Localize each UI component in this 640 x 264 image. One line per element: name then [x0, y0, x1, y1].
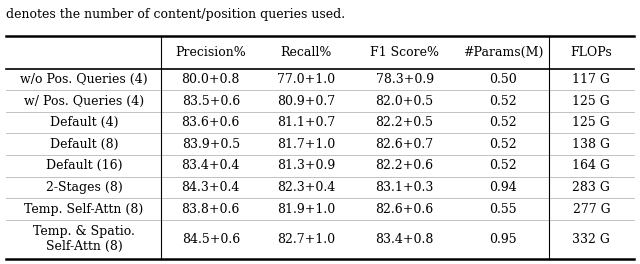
Text: Default (4): Default (4)	[50, 116, 118, 129]
Text: Temp. & Spatio.
Self-Attn (8): Temp. & Spatio. Self-Attn (8)	[33, 225, 135, 253]
Text: 78.3+0.9: 78.3+0.9	[376, 73, 434, 86]
Text: 0.52: 0.52	[490, 116, 517, 129]
Text: 0.52: 0.52	[490, 159, 517, 172]
Text: 80.9+0.7: 80.9+0.7	[277, 95, 335, 107]
Text: 82.2+0.5: 82.2+0.5	[376, 116, 433, 129]
Text: 82.7+1.0: 82.7+1.0	[277, 233, 335, 246]
Text: 82.3+0.4: 82.3+0.4	[276, 181, 335, 194]
Text: FLOPs: FLOPs	[570, 46, 612, 59]
Text: 283 G: 283 G	[572, 181, 611, 194]
Text: Default (16): Default (16)	[45, 159, 122, 172]
Text: 83.4+0.8: 83.4+0.8	[376, 233, 434, 246]
Text: F1 Score%: F1 Score%	[370, 46, 439, 59]
Text: Recall%: Recall%	[280, 46, 332, 59]
Text: 84.5+0.6: 84.5+0.6	[182, 233, 240, 246]
Text: 277 G: 277 G	[573, 202, 610, 215]
Text: 83.6+0.6: 83.6+0.6	[182, 116, 240, 129]
Text: Temp. Self-Attn (8): Temp. Self-Attn (8)	[24, 202, 143, 215]
Text: 164 G: 164 G	[572, 159, 611, 172]
Text: 125 G: 125 G	[572, 116, 610, 129]
Text: Default (8): Default (8)	[50, 138, 118, 151]
Text: 81.7+1.0: 81.7+1.0	[276, 138, 335, 151]
Text: 83.4+0.4: 83.4+0.4	[182, 159, 240, 172]
Text: Precision%: Precision%	[175, 46, 246, 59]
Text: #Params(M): #Params(M)	[463, 46, 543, 59]
Text: 2-Stages (8): 2-Stages (8)	[45, 181, 122, 194]
Text: 83.8+0.6: 83.8+0.6	[182, 202, 240, 215]
Text: 80.0+0.8: 80.0+0.8	[182, 73, 240, 86]
Text: denotes the number of content/position queries used.: denotes the number of content/position q…	[6, 8, 346, 21]
Text: 0.95: 0.95	[490, 233, 517, 246]
Text: 83.5+0.6: 83.5+0.6	[182, 95, 240, 107]
Text: w/ Pos. Queries (4): w/ Pos. Queries (4)	[24, 95, 144, 107]
Text: 0.55: 0.55	[490, 202, 517, 215]
Text: 83.1+0.3: 83.1+0.3	[376, 181, 434, 194]
Text: 82.6+0.6: 82.6+0.6	[376, 202, 434, 215]
Text: 81.1+0.7: 81.1+0.7	[276, 116, 335, 129]
Text: 0.50: 0.50	[490, 73, 517, 86]
Text: 82.2+0.6: 82.2+0.6	[376, 159, 434, 172]
Text: 0.52: 0.52	[490, 95, 517, 107]
Text: 138 G: 138 G	[572, 138, 611, 151]
Text: 0.94: 0.94	[490, 181, 517, 194]
Text: 82.6+0.7: 82.6+0.7	[376, 138, 434, 151]
Text: w/o Pos. Queries (4): w/o Pos. Queries (4)	[20, 73, 148, 86]
Text: 117 G: 117 G	[572, 73, 611, 86]
Text: 83.9+0.5: 83.9+0.5	[182, 138, 240, 151]
Text: 81.3+0.9: 81.3+0.9	[276, 159, 335, 172]
Text: 84.3+0.4: 84.3+0.4	[182, 181, 240, 194]
Text: 77.0+1.0: 77.0+1.0	[277, 73, 335, 86]
Text: 332 G: 332 G	[572, 233, 611, 246]
Text: 82.0+0.5: 82.0+0.5	[376, 95, 434, 107]
Text: 81.9+1.0: 81.9+1.0	[276, 202, 335, 215]
Text: 0.52: 0.52	[490, 138, 517, 151]
Text: 125 G: 125 G	[572, 95, 610, 107]
